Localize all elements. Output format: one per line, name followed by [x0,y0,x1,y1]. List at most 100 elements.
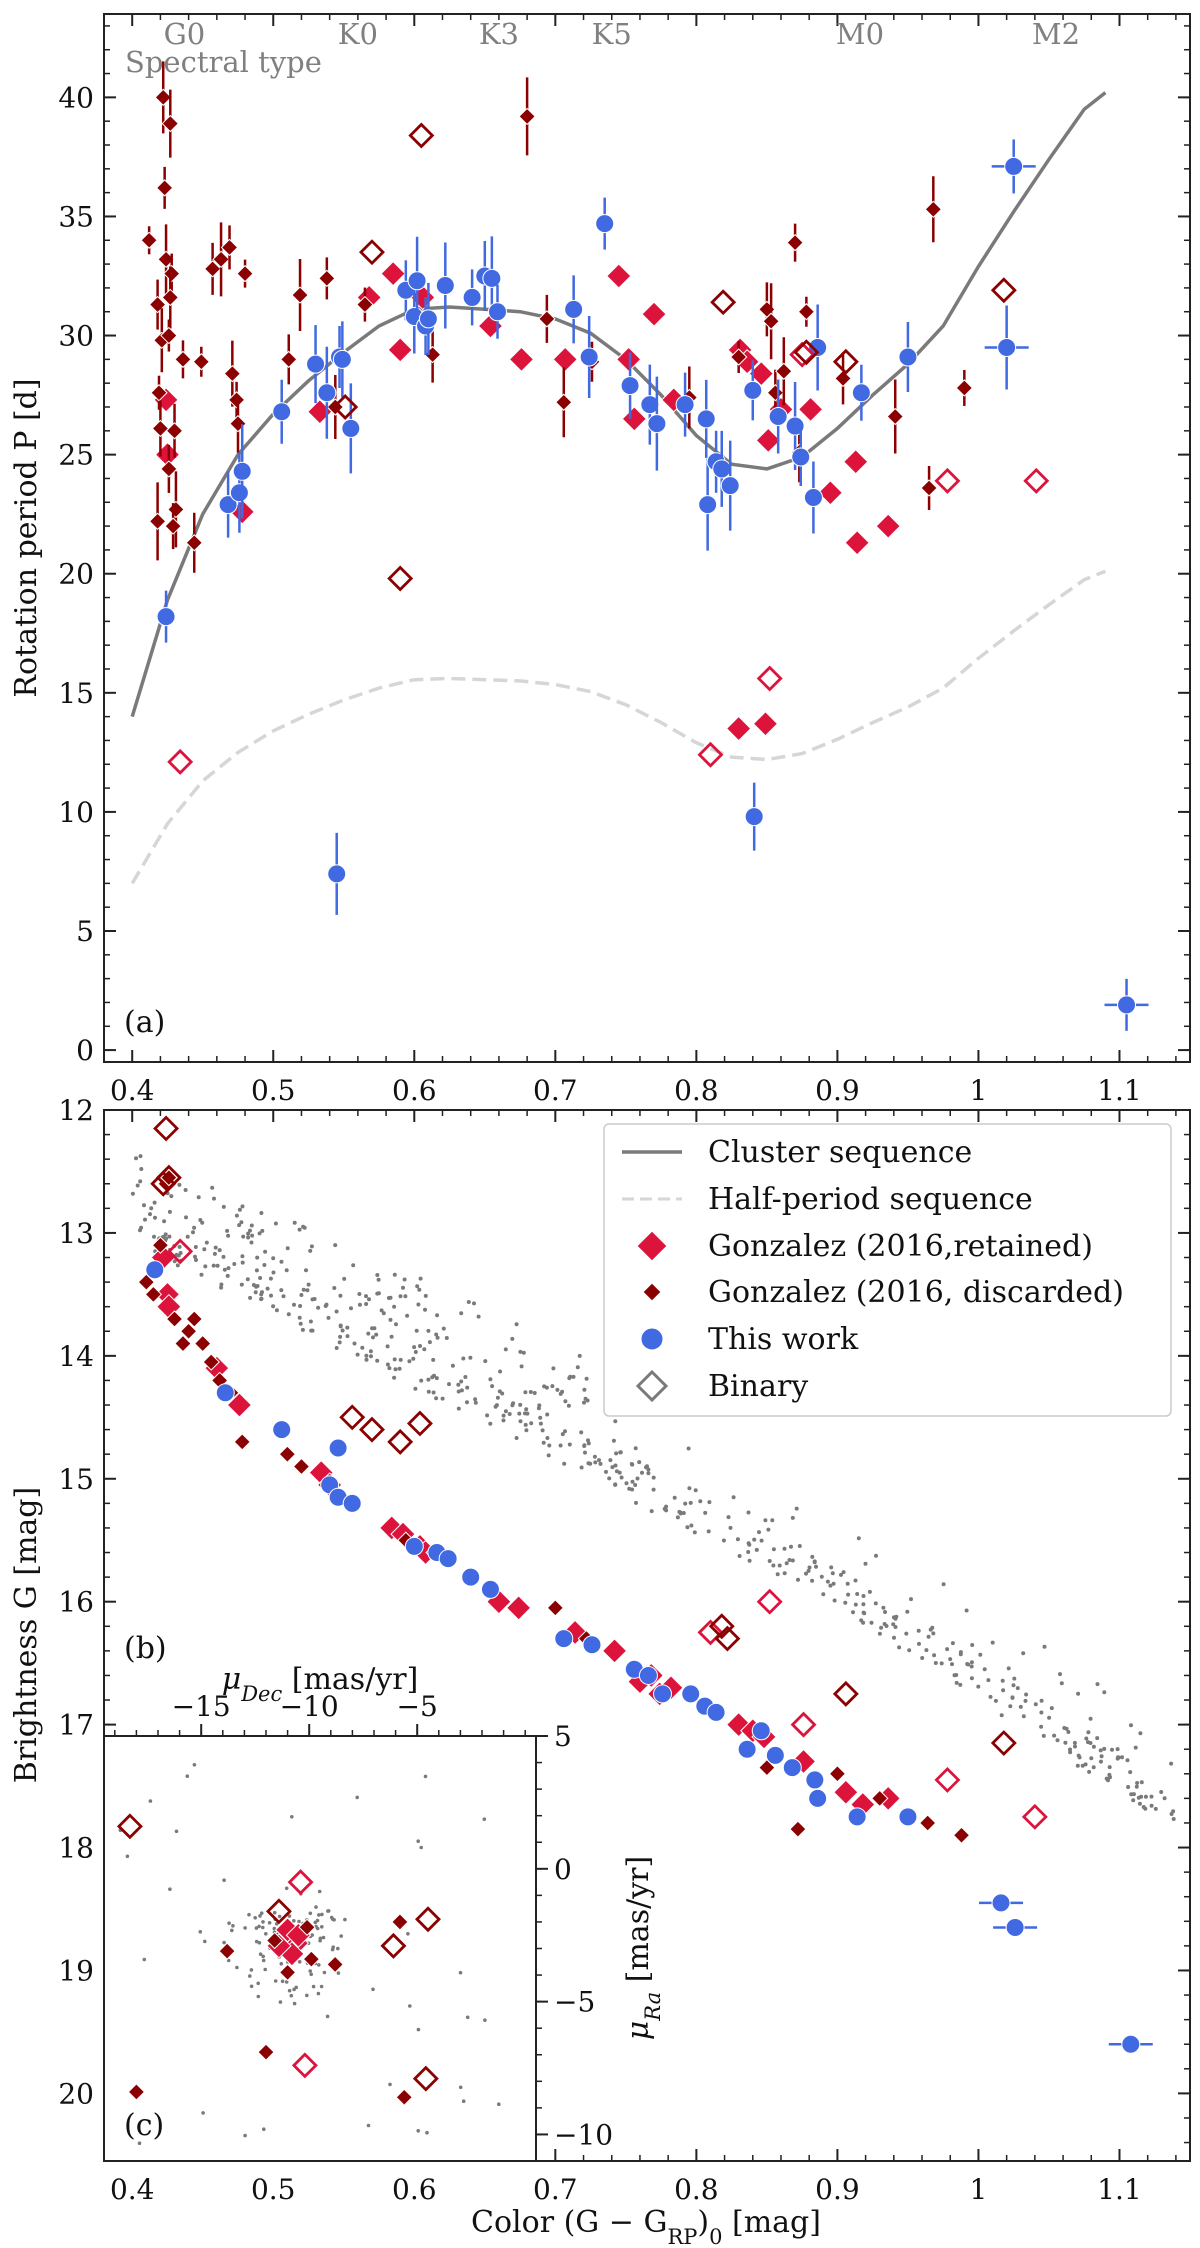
field-star [954,1680,959,1685]
field-star [797,1544,802,1548]
y-tick-label: 20 [58,558,94,591]
field-star [1021,1651,1026,1656]
field-star [546,1453,551,1458]
field-star [426,1328,431,1333]
field-star [376,1277,381,1282]
legend-label-half-period: Half-period sequence [708,1182,1033,1217]
field-star [320,1912,324,1917]
this-work-marker [620,376,640,396]
field-star [510,1336,515,1341]
retained-marker [843,449,869,475]
field-star [846,1592,851,1597]
field-star [211,1263,216,1268]
y-tick-label: −10 [554,2118,613,2151]
field-star [184,1215,188,1220]
field-star [403,1294,408,1299]
field-star [1095,1682,1100,1687]
field-star [405,1313,410,1318]
field-star [259,1296,264,1301]
field-star [869,1620,874,1625]
field-star [897,1645,902,1650]
field-star [309,1328,314,1333]
field-star [948,1657,953,1662]
field-star [468,1355,473,1360]
field-star [1058,1672,1062,1677]
field-star [545,1436,550,1440]
field-star [385,1362,390,1367]
field-star [954,1673,959,1677]
field-star [473,1400,478,1405]
panel-c-markers [116,1813,441,2106]
discarded-marker [155,179,174,197]
field-star [417,1287,422,1292]
discarded-marker [265,1931,284,1950]
this-work-marker [306,354,326,374]
field-star [646,1471,651,1476]
binary-marker [756,1588,783,1615]
retained-marker [601,1638,628,1664]
panel-a-markers [140,61,1149,1031]
field-star [257,1924,261,1929]
retained-marker [508,346,535,373]
field-star [459,1388,464,1393]
field-star [249,1223,254,1228]
x-tick-label: 1.1 [1097,1074,1142,1107]
field-star [243,1926,247,1930]
field-star [829,1565,834,1570]
field-star [1012,1676,1017,1681]
field-star [853,1578,858,1583]
this-work-marker [803,488,823,508]
field-star [250,1233,255,1238]
field-star [754,1547,759,1552]
field-star [349,1306,353,1311]
field-star [752,1537,757,1542]
field-star [152,1200,157,1205]
field-star [640,1470,644,1475]
discarded-marker [786,233,804,252]
field-star [1088,1741,1093,1745]
spectral-type-label: K5 [592,17,632,51]
field-star [202,1247,207,1252]
field-star [891,1615,896,1620]
field-star [986,1678,991,1683]
panel-c-frame [103,1735,537,2162]
field-star [374,1332,379,1337]
field-star [249,1240,254,1245]
field-star [686,1446,691,1451]
binary-marker [990,1730,1017,1757]
field-star [999,1713,1004,1718]
field-star [831,1581,836,1586]
discarded-marker [886,407,904,426]
field-star [376,1291,381,1296]
field-star [320,1925,324,1929]
field-star [1134,1784,1139,1789]
this-work-marker [744,807,764,827]
field-star [532,1391,537,1395]
field-star [301,1287,306,1292]
field-star [1120,1755,1124,1760]
field-star [476,1314,481,1319]
field-star [261,1954,266,1959]
this-work-marker [564,299,584,319]
field-star [336,1971,341,1975]
field-star [290,1815,294,1819]
binary-marker [790,1711,817,1738]
field-star [529,1421,534,1426]
field-star [339,1934,344,1938]
field-star [333,1243,338,1248]
field-star [830,1571,835,1576]
y-tick-label: 16 [58,1586,94,1619]
binary-marker [934,1766,961,1793]
field-star [1159,1790,1164,1794]
field-star [318,1938,322,1943]
field-star [782,1546,787,1551]
field-star [814,1564,818,1569]
field-star [807,1565,812,1570]
field-star [784,1561,789,1566]
field-star [503,1409,508,1414]
legend-label-retained: Gonzalez (2016,retained) [708,1229,1093,1264]
field-star [930,1625,935,1630]
x-tick-label: 0.7 [533,1074,578,1107]
binary-marker [167,748,194,775]
field-star [1135,1781,1140,1785]
